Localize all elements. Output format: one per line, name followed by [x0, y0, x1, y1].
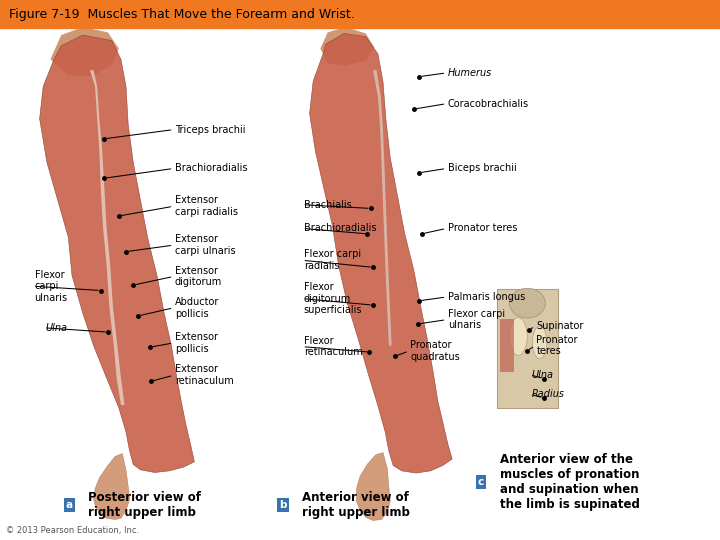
Bar	[0, 0, 720, 28]
Text: Flexor
digitorum
superficialis: Flexor digitorum superficialis	[304, 282, 362, 315]
Text: Extensor
pollicis: Extensor pollicis	[175, 332, 218, 354]
Text: Pronator
teres: Pronator teres	[536, 335, 578, 356]
Text: c: c	[478, 477, 484, 487]
Bar	[497, 289, 558, 408]
Text: Radius: Radius	[531, 389, 564, 399]
Text: Flexor
carpi
ulnaris: Flexor carpi ulnaris	[35, 269, 68, 303]
Ellipse shape	[509, 318, 527, 355]
Text: Posterior view of
right upper limb: Posterior view of right upper limb	[88, 491, 201, 519]
Text: Humerus: Humerus	[448, 68, 492, 78]
Polygon shape	[94, 454, 130, 519]
Text: Coracobrachialis: Coracobrachialis	[448, 99, 529, 109]
Ellipse shape	[532, 326, 547, 359]
Text: Pronator
quadratus: Pronator quadratus	[410, 340, 460, 362]
Polygon shape	[320, 27, 374, 66]
Text: Abductor
pollicis: Abductor pollicis	[175, 297, 220, 319]
Text: Ulna: Ulna	[531, 370, 554, 380]
Text: Flexor carpi
ulnaris: Flexor carpi ulnaris	[448, 309, 505, 330]
Text: Extensor
retinaculum: Extensor retinaculum	[175, 364, 234, 386]
Polygon shape	[356, 453, 390, 521]
Text: Brachialis: Brachialis	[304, 200, 351, 210]
Text: a: a	[66, 500, 73, 510]
Polygon shape	[310, 33, 452, 473]
Polygon shape	[373, 70, 392, 346]
Text: b: b	[279, 500, 287, 510]
Text: Ulna: Ulna	[45, 323, 68, 333]
Text: Extensor
carpi ulnaris: Extensor carpi ulnaris	[175, 234, 235, 256]
Text: Flexor
retinaculum: Flexor retinaculum	[304, 336, 363, 357]
Ellipse shape	[510, 288, 546, 318]
Text: Palmaris longus: Palmaris longus	[448, 292, 525, 302]
Text: Biceps brachii: Biceps brachii	[448, 164, 516, 173]
Polygon shape	[500, 319, 514, 372]
Text: Flexor carpi
radialis: Flexor carpi radialis	[304, 249, 361, 271]
Text: Brachioradialis: Brachioradialis	[175, 164, 248, 173]
Polygon shape	[40, 35, 194, 473]
Text: Extensor
digitorum: Extensor digitorum	[175, 266, 222, 287]
Text: Brachioradialis: Brachioradialis	[304, 224, 377, 233]
Polygon shape	[50, 27, 119, 76]
Text: Supinator: Supinator	[536, 321, 584, 331]
Text: Extensor
carpi radialis: Extensor carpi radialis	[175, 195, 238, 217]
Polygon shape	[90, 70, 125, 405]
Text: Triceps brachii: Triceps brachii	[175, 125, 246, 134]
Text: Anterior view of the
muscles of pronation
and supination when
the limb is supina: Anterior view of the muscles of pronatio…	[500, 453, 639, 511]
Text: Figure 7-19  Muscles That Move the Forearm and Wrist.: Figure 7-19 Muscles That Move the Forear…	[9, 8, 354, 21]
Text: Pronator teres: Pronator teres	[448, 224, 517, 233]
Text: Anterior view of
right upper limb: Anterior view of right upper limb	[302, 491, 410, 519]
Text: © 2013 Pearson Education, Inc.: © 2013 Pearson Education, Inc.	[6, 526, 139, 535]
